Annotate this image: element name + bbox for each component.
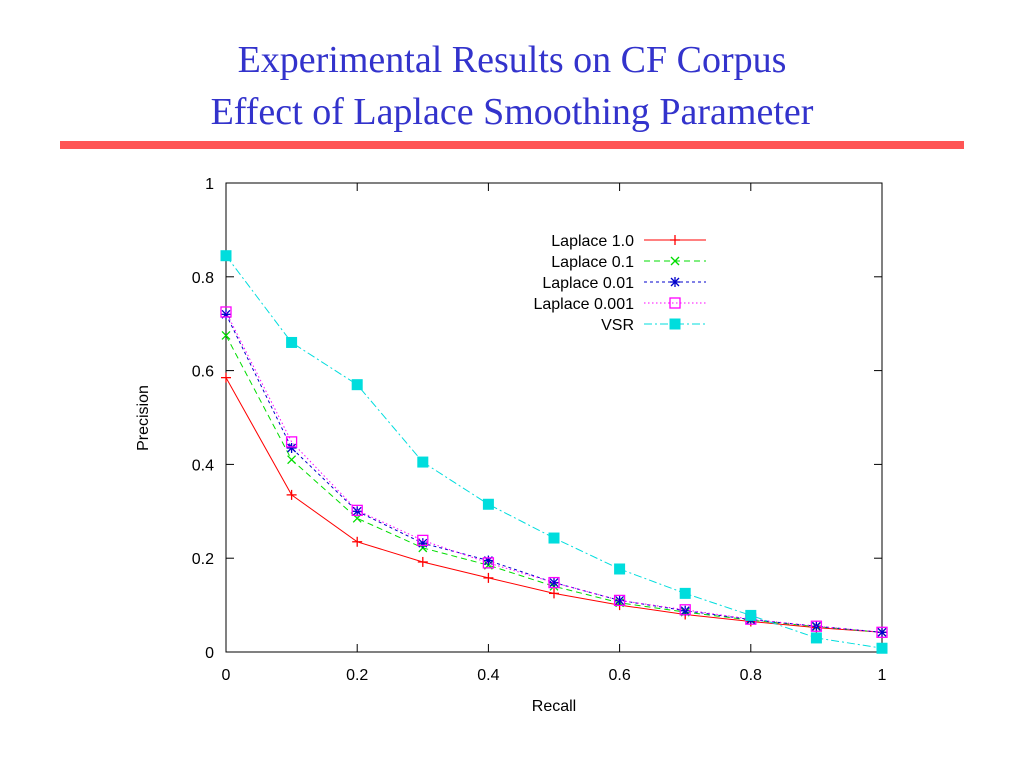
y-tick-label: 0 xyxy=(205,645,214,662)
data-point xyxy=(548,576,560,589)
data-point xyxy=(483,572,494,583)
data-point xyxy=(877,627,887,638)
data-point xyxy=(417,456,429,468)
x-tick-label: 1 xyxy=(878,667,887,684)
data-point xyxy=(417,534,429,547)
legend-item: Laplace 0.01 xyxy=(542,275,706,292)
x-axis-ticks: 0 0.2 0.4 0.6 0.8 1 xyxy=(222,183,887,684)
data-point xyxy=(482,557,495,569)
data-point xyxy=(286,489,297,500)
data-point xyxy=(613,594,626,607)
y-tick-label: 1 xyxy=(205,176,214,193)
series-vsr xyxy=(220,250,888,654)
data-point xyxy=(352,536,363,547)
data-point xyxy=(285,436,298,448)
data-point xyxy=(548,532,560,544)
plot-frame xyxy=(225,182,883,653)
series-laplace-1-0 xyxy=(221,372,887,638)
slide-title-line-2: Effect of Laplace Smoothing Parameter xyxy=(210,91,814,133)
x-tick-label: 0.6 xyxy=(608,667,630,684)
x-tick-label: 0 xyxy=(222,667,231,684)
data-point xyxy=(221,372,231,383)
y-axis-label: Precision xyxy=(135,385,152,451)
data-point xyxy=(417,556,428,567)
data-point xyxy=(351,504,363,517)
legend-label: Laplace 1.0 xyxy=(551,233,634,250)
data-point xyxy=(680,605,691,616)
legend-marker xyxy=(670,256,680,266)
data-point xyxy=(482,498,494,510)
legend-marker xyxy=(670,235,680,245)
data-point xyxy=(286,336,298,348)
data-point xyxy=(679,604,691,616)
x-axis-label: Recall xyxy=(532,698,576,715)
data-point xyxy=(221,330,231,340)
title-divider xyxy=(60,141,964,149)
legend-marker xyxy=(669,318,681,330)
data-point xyxy=(876,626,888,638)
legend-marker xyxy=(670,277,680,287)
data-point xyxy=(876,642,888,654)
slide-title: Experimental Results on CF Corpus Effect… xyxy=(0,34,1024,138)
data-point xyxy=(614,563,626,575)
data-point xyxy=(483,555,494,566)
data-point xyxy=(352,506,363,517)
legend-label: Laplace 0.1 xyxy=(551,254,634,271)
y-tick-label: 0.8 xyxy=(192,270,214,287)
x-tick-label: 0.2 xyxy=(346,667,368,684)
data-point xyxy=(679,587,691,599)
data-point xyxy=(286,442,297,453)
x-tick-label: 0.4 xyxy=(477,667,499,684)
y-tick-label: 0.6 xyxy=(192,364,214,381)
x-tick-label: 0.8 xyxy=(740,667,762,684)
legend-label: Laplace 0.001 xyxy=(533,296,634,313)
data-point xyxy=(810,632,822,644)
legend: Laplace 1.0 Laplace 0.1 Laplace 0.01 Laplac… xyxy=(533,233,706,334)
legend-item: Laplace 0.1 xyxy=(551,254,706,271)
data-point xyxy=(810,620,823,632)
y-tick-label: 0.2 xyxy=(192,551,214,568)
data-point xyxy=(549,588,559,599)
data-point xyxy=(351,379,363,391)
data-point xyxy=(220,250,232,262)
data-point xyxy=(287,455,297,465)
legend-label: Laplace 0.01 xyxy=(542,275,634,292)
data-point xyxy=(549,577,559,588)
legend-item: Laplace 1.0 xyxy=(551,233,706,250)
data-point xyxy=(220,306,232,318)
series-line xyxy=(225,255,883,649)
legend-label: VSR xyxy=(601,317,634,334)
y-axis-ticks: 0 0.2 0.4 0.6 0.8 1 xyxy=(192,176,882,662)
series-group xyxy=(220,250,888,654)
data-point xyxy=(745,609,757,621)
series-laplace-0-001 xyxy=(220,306,888,638)
legend-item: VSR xyxy=(601,317,706,334)
data-point xyxy=(221,309,231,320)
y-tick-label: 0.4 xyxy=(192,457,214,474)
data-point xyxy=(417,538,428,549)
legend-marker xyxy=(669,297,681,309)
legend-item: Laplace 0.001 xyxy=(533,296,706,313)
data-point xyxy=(614,595,625,606)
slide-title-line-1: Experimental Results on CF Corpus xyxy=(237,39,787,81)
series-line xyxy=(225,311,883,633)
